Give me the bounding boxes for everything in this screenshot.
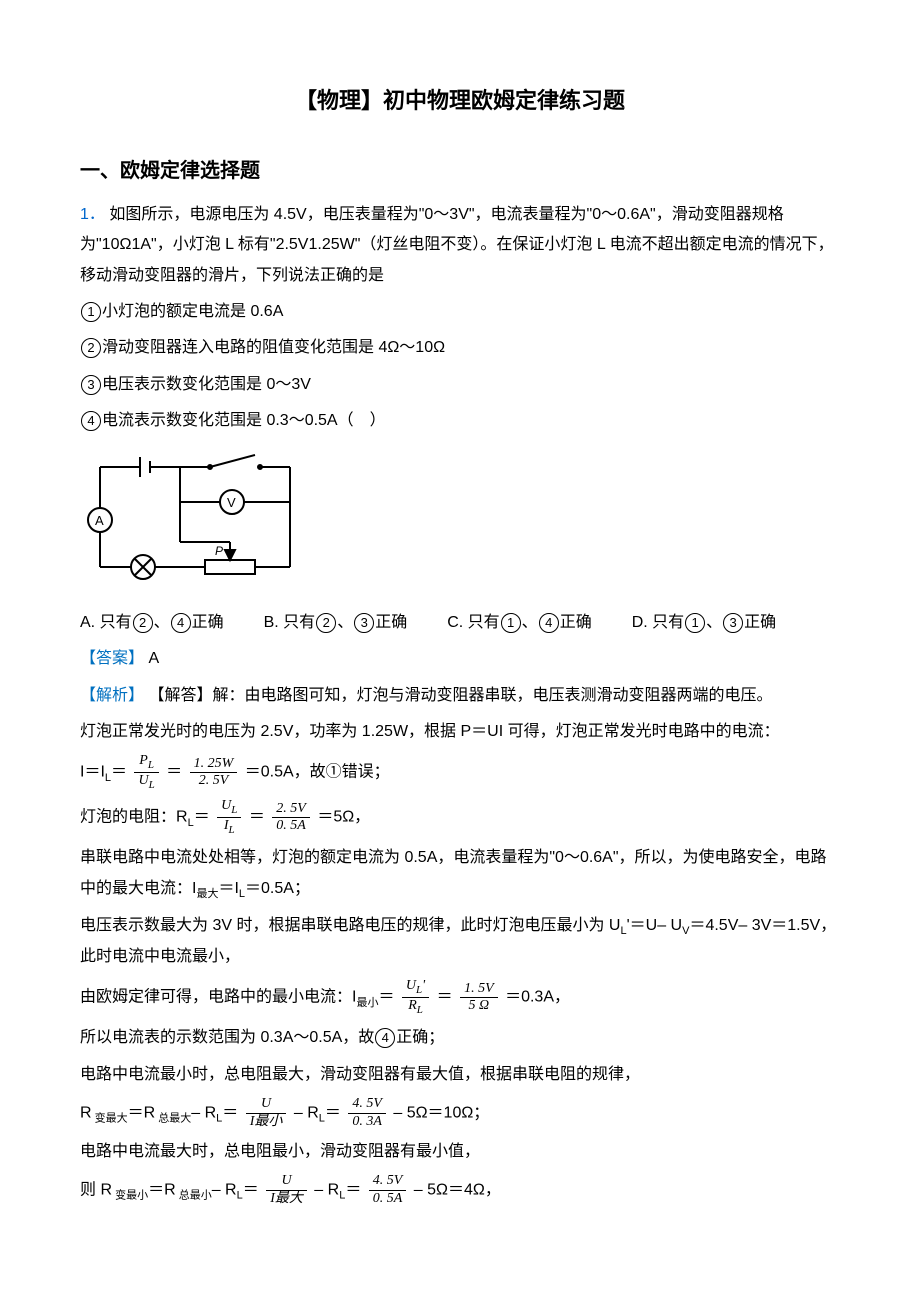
fraction-1: PL UL <box>134 753 158 792</box>
explanation-line-1: 【解析】 【解答】解：由电路图可知，灯泡与滑动变阻器串联，电压表测滑动变阻器两端… <box>80 681 840 711</box>
circled-3: 3 <box>81 375 101 395</box>
explanation-eq-2: 灯泡的电阻：RL＝ UL IL ＝ 2. 5V 0. 5A ＝5Ω， <box>80 798 840 837</box>
fraction-9: U I最大 <box>266 1173 307 1208</box>
answer-value: A <box>148 650 159 667</box>
question-stem: 1． 如图所示，电源电压为 4.5V，电压表量程为"0～3V"，电流表量程为"0… <box>80 200 840 291</box>
explanation-eq-1: I＝IL＝ PL UL ＝ 1. 25W 2. 5V ＝0.5A，故①错误； <box>80 753 840 792</box>
option-c: C. 只有1、4正确 <box>447 608 591 638</box>
explanation-line-9: 电路中电流最小时，总电阻最大，滑动变阻器有最大值，根据串联电阻的规律， <box>80 1060 840 1090</box>
question-item-4: 4电流表示数变化范围是 0.3～0.5A（ ） <box>80 406 840 436</box>
fraction-8: 4. 5V 0. 3A <box>348 1096 386 1131</box>
explanation-line-11: 电路中电流最大时，总电阻最小，滑动变阻器有最小值， <box>80 1137 840 1167</box>
fraction-3: UL IL <box>217 798 241 837</box>
fraction-4: 2. 5V 0. 5A <box>272 801 310 836</box>
explain-intro: 【解答】解：由电路图可知，灯泡与滑动变阻器串联，电压表测滑动变阻器两端的电压。 <box>148 687 772 704</box>
option-d: D. 只有1、3正确 <box>632 608 776 638</box>
fraction-10: 4. 5V 0. 5A <box>369 1173 407 1208</box>
answer-label: 【答案】 <box>80 650 144 667</box>
explanation-line-8: 所以电流表的示数范围为 0.3A～0.5A，故4正确； <box>80 1023 840 1053</box>
question-number: 1． <box>80 206 105 223</box>
question-item-1: 1小灯泡的额定电流是 0.6A <box>80 297 840 327</box>
question-item-3: 3电压表示数变化范围是 0～3V <box>80 370 840 400</box>
explanation-line-6: 电压表示数最大为 3V 时，根据串联电路电压的规律，此时灯泡电压最小为 UL'＝… <box>80 911 840 972</box>
fraction-5: UL' RL <box>402 978 429 1017</box>
svg-text:V: V <box>227 495 236 510</box>
option-a: A. 只有2、4正确 <box>80 608 224 638</box>
fraction-7: U I最小 <box>246 1096 287 1131</box>
question-item-2: 2滑动变阻器连入电路的阻值变化范围是 4Ω～10Ω <box>80 333 840 363</box>
fraction-6: 1. 5V 5 Ω <box>460 981 498 1016</box>
options-row: A. 只有2、4正确 B. 只有2、3正确 C. 只有1、4正确 D. 只有1、… <box>80 608 840 638</box>
explanation-line-5: 串联电路中电流处处相等，灯泡的额定电流为 0.5A，电流表量程为"0～0.6A"… <box>80 843 840 904</box>
explanation-eq-3: 由欧姆定律可得，电路中的最小电流：I最小＝ UL' RL ＝ 1. 5V 5 Ω… <box>80 978 840 1017</box>
explanation-eq-5: 则 R 变最小＝R 总最小– RL＝ U I最大 – RL＝ 4. 5V 0. … <box>80 1173 840 1208</box>
section-heading: 一、欧姆定律选择题 <box>80 152 840 190</box>
circled-4: 4 <box>81 411 101 431</box>
page-title: 【物理】初中物理欧姆定律练习题 <box>80 80 840 122</box>
circuit-diagram: P A V <box>80 447 840 598</box>
svg-text:A: A <box>95 513 104 528</box>
circled-1: 1 <box>81 302 101 322</box>
explain-label: 【解析】 <box>80 687 144 704</box>
fraction-2: 1. 25W 2. 5V <box>190 756 238 791</box>
circled-2: 2 <box>81 338 101 358</box>
explanation-line-2: 灯泡正常发光时的电压为 2.5V，功率为 1.25W，根据 P＝UI 可得，灯泡… <box>80 717 840 747</box>
svg-text:P: P <box>215 544 223 558</box>
explanation-eq-4: R 变最大＝R 总最大– RL＝ U I最小 – RL＝ 4. 5V 0. 3A… <box>80 1096 840 1131</box>
answer-line: 【答案】 A <box>80 644 840 674</box>
option-b: B. 只有2、3正确 <box>264 608 408 638</box>
question-text: 如图所示，电源电压为 4.5V，电压表量程为"0～3V"，电流表量程为"0～0.… <box>80 206 834 284</box>
